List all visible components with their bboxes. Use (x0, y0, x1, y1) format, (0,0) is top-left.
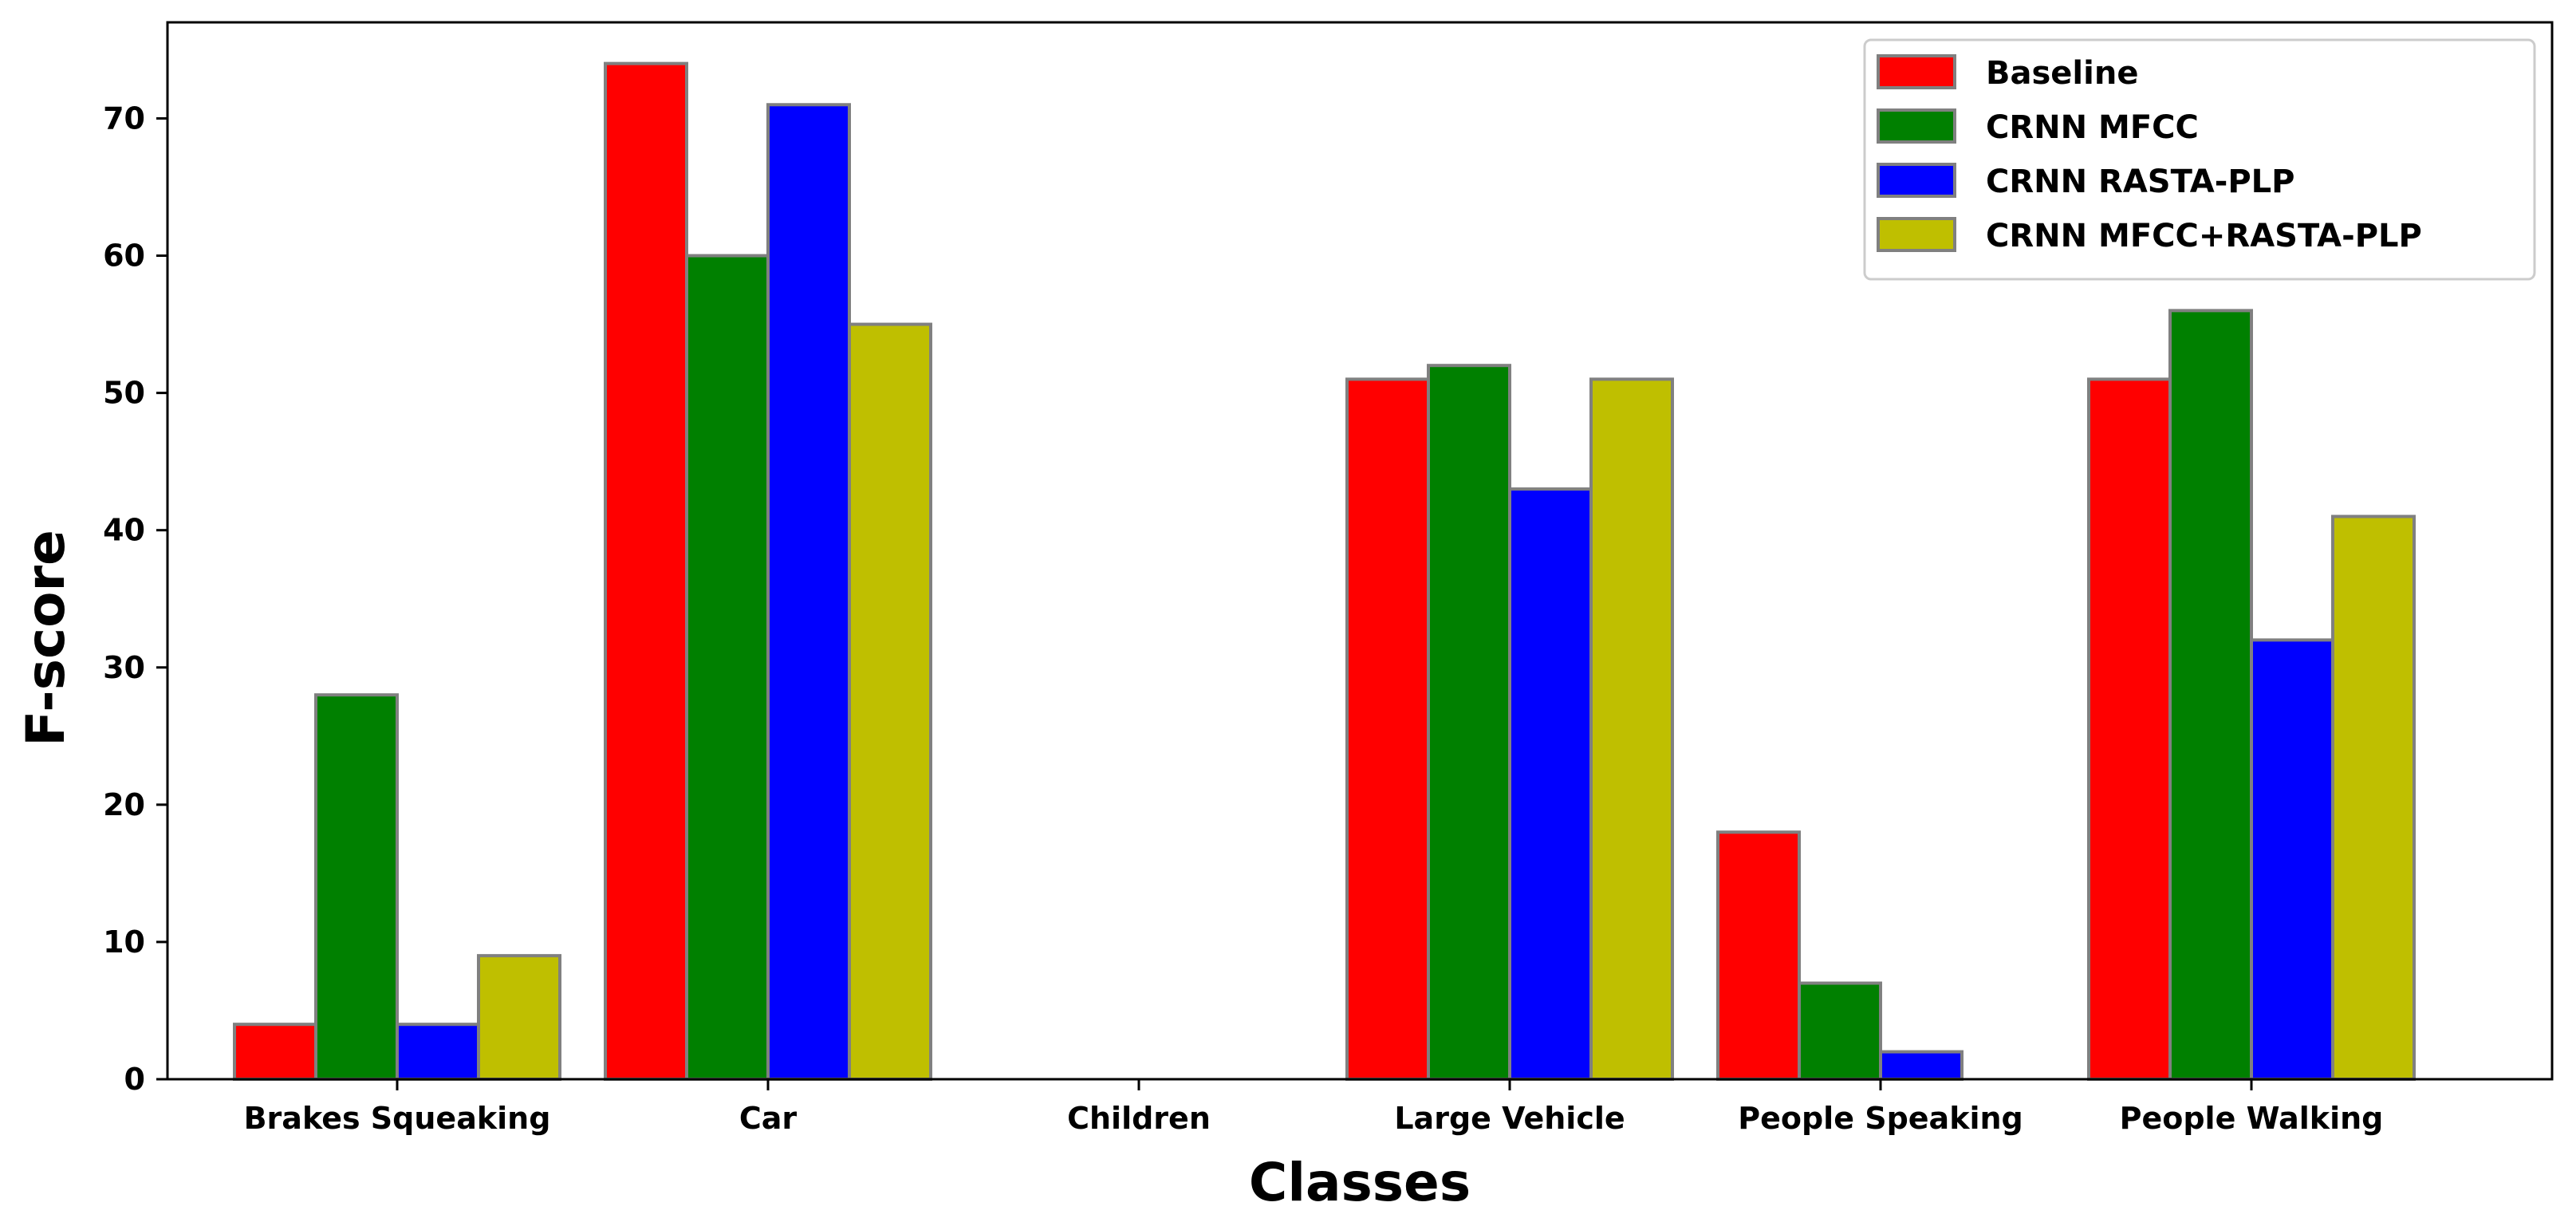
bar (2331, 514, 2416, 1081)
bars-group (233, 61, 2416, 1082)
bar (477, 954, 561, 1082)
y-tick-label: 50 (103, 376, 145, 411)
bar (2250, 638, 2334, 1081)
y-tick-label: 20 (103, 787, 145, 822)
legend-label: CRNN MFCC (1986, 109, 2199, 146)
bar (685, 254, 770, 1081)
bar (1345, 377, 1430, 1081)
bar (1879, 1050, 1964, 1082)
bar (1427, 364, 1511, 1081)
x-tick-label: Brakes Squeaking (244, 1101, 551, 1136)
y-tick-label: 30 (103, 650, 145, 685)
legend-label: Baseline (1986, 55, 2138, 92)
bar (2168, 309, 2253, 1081)
legend-swatch (1877, 108, 1956, 144)
bar (2087, 377, 2172, 1081)
y-tick-label: 60 (103, 238, 145, 274)
legend-swatch (1877, 163, 1956, 198)
legend-frame (1863, 38, 2536, 281)
legend-label: CRNN MFCC+RASTA-PLP (1986, 218, 2422, 254)
y-axis-title: F-score (15, 530, 77, 747)
x-tick-label: Children (1067, 1101, 1211, 1136)
x-tick-label: Car (739, 1101, 798, 1136)
bar (1716, 830, 1801, 1082)
bar (314, 693, 399, 1081)
y-tick-label: 0 (124, 1062, 145, 1097)
bar (848, 322, 932, 1082)
bar (396, 1023, 480, 1081)
bar (766, 103, 851, 1082)
legend-label: CRNN RASTA-PLP (1986, 164, 2294, 200)
bar (1589, 377, 1674, 1081)
y-tick-label: 70 (103, 101, 145, 136)
bar (1798, 981, 1882, 1081)
legend: Baseline CRNN MFCC CRNN RASTA-PLP CRNN MFCC… (1863, 38, 2536, 281)
y-tick-label: 10 (103, 924, 145, 960)
x-tick-label: Large Vehicle (1394, 1101, 1625, 1136)
bar (1508, 487, 1593, 1081)
x-axis: Brakes Squeaking Car Children Large Vehicle… (244, 1079, 2384, 1136)
plot-frame (166, 21, 2554, 1081)
legend-swatch (1877, 54, 1956, 89)
y-tick-label: 40 (103, 513, 145, 548)
x-axis-title: Classes (1249, 1152, 1471, 1213)
x-tick-label: People Walking (2120, 1101, 2384, 1136)
legend-swatch (1877, 217, 1956, 252)
y-axis: 0 10 20 30 40 50 60 70 (103, 101, 167, 1097)
bar (233, 1023, 317, 1081)
bar (604, 61, 688, 1081)
x-tick-label: People Speaking (1738, 1101, 2023, 1136)
